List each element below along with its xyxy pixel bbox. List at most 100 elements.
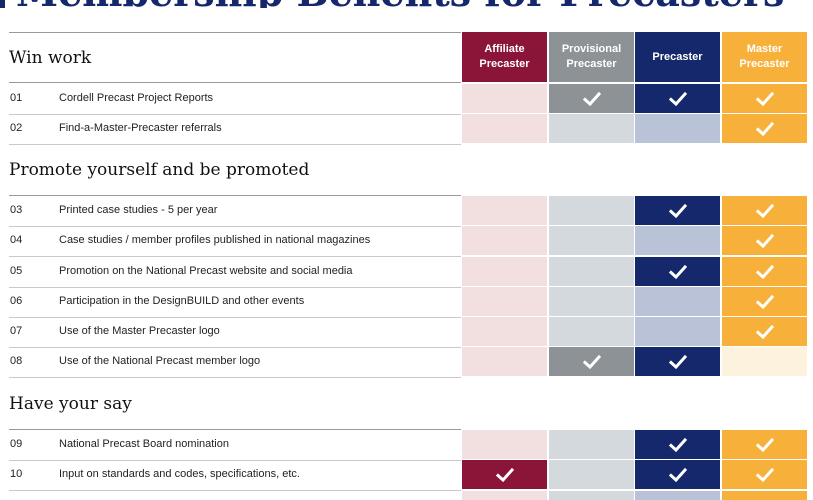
benefit-cell-not-included bbox=[549, 114, 634, 143]
benefit-cell-not-included bbox=[635, 226, 720, 255]
benefit-cell-included bbox=[722, 317, 807, 346]
section-title: Promote yourself and be promoted bbox=[9, 160, 310, 180]
benefit-cell-partial bbox=[635, 491, 720, 500]
row-number: 03 bbox=[10, 204, 23, 216]
benefit-cell-included bbox=[635, 196, 720, 225]
column-header-line2: Precaster bbox=[566, 58, 617, 70]
row-divider bbox=[9, 376, 461, 378]
column-header-line1: Provisional bbox=[561, 43, 622, 55]
row-number: 10 bbox=[10, 468, 23, 480]
row-divider bbox=[9, 286, 461, 288]
column-header-line1: Precaster bbox=[652, 50, 703, 63]
benefit-cell-not-included bbox=[635, 114, 720, 143]
checkmark-icon bbox=[755, 264, 774, 279]
top-rule bbox=[9, 32, 461, 33]
row-number: 06 bbox=[10, 295, 23, 307]
benefit-cell-included bbox=[635, 257, 720, 286]
column-header-2: Precaster bbox=[635, 32, 720, 82]
row-divider bbox=[9, 143, 461, 145]
benefit-cell-not-included bbox=[462, 430, 547, 459]
row-number: 04 bbox=[10, 234, 23, 246]
benefit-cell-not-included bbox=[549, 226, 634, 255]
checkmark-icon bbox=[755, 121, 774, 136]
benefit-cell-not-included bbox=[722, 347, 807, 376]
row-number: 02 bbox=[10, 122, 23, 134]
checkmark-icon bbox=[668, 91, 687, 106]
checkmark-icon bbox=[755, 294, 774, 309]
row-number: 08 bbox=[10, 355, 23, 367]
row-number: 09 bbox=[10, 438, 23, 450]
checkmark-icon bbox=[668, 203, 687, 218]
checkmark-icon bbox=[755, 233, 774, 248]
benefit-label: Use of the Master Precaster logo bbox=[59, 325, 220, 337]
checkmark-icon bbox=[755, 437, 774, 452]
benefit-cell-not-included bbox=[549, 317, 634, 346]
column-header-line2: Precaster bbox=[739, 58, 790, 70]
section-rule bbox=[9, 82, 461, 83]
benefit-cell-partial bbox=[722, 491, 807, 500]
benefit-cell-not-included bbox=[635, 287, 720, 316]
benefit-cell-included bbox=[722, 114, 807, 143]
column-header-3: Master Precaster bbox=[722, 32, 807, 82]
benefit-cell-included bbox=[635, 84, 720, 113]
checkmark-icon bbox=[668, 437, 687, 452]
section-rule bbox=[9, 195, 461, 196]
benefit-label: Participation in the DesignBUILD and oth… bbox=[59, 295, 305, 307]
checkmark-icon bbox=[755, 324, 774, 339]
benefit-cell-included bbox=[722, 460, 807, 489]
benefit-cell-not-included bbox=[549, 257, 634, 286]
column-header-line1: Master bbox=[746, 43, 783, 55]
checkmark-icon bbox=[755, 91, 774, 106]
benefit-cell-not-included bbox=[549, 287, 634, 316]
checkmark-icon bbox=[668, 467, 687, 482]
benefit-label: Input on standards and codes, specificat… bbox=[59, 468, 300, 480]
row-divider bbox=[9, 346, 461, 348]
benefit-cell-partial bbox=[549, 491, 634, 500]
benefit-label: Use of the National Precast member logo bbox=[59, 355, 261, 367]
benefit-cell-included bbox=[635, 460, 720, 489]
benefit-cell-included bbox=[549, 347, 634, 376]
column-header-line2: Precaster bbox=[479, 58, 530, 70]
row-number: 01 bbox=[10, 92, 23, 104]
benefit-label: Promotion on the National Precast websit… bbox=[59, 265, 353, 277]
row-divider bbox=[9, 490, 461, 491]
title-accent-tick bbox=[0, 0, 5, 8]
benefit-cell-included bbox=[635, 430, 720, 459]
benefit-cell-not-included bbox=[462, 114, 547, 143]
benefit-cell-included bbox=[722, 257, 807, 286]
row-divider bbox=[9, 316, 461, 318]
benefit-cell-not-included bbox=[462, 257, 547, 286]
checkmark-icon bbox=[582, 354, 601, 369]
row-divider bbox=[9, 459, 461, 461]
benefit-cell-included bbox=[722, 84, 807, 113]
benefit-label: National Precast Board nomination bbox=[59, 438, 229, 450]
benefit-cell-included bbox=[549, 84, 634, 113]
checkmark-icon bbox=[582, 91, 601, 106]
row-divider bbox=[9, 225, 461, 227]
benefit-label: Cordell Precast Project Reports bbox=[59, 92, 214, 104]
benefit-cell-included bbox=[462, 460, 547, 489]
benefit-cell-not-included bbox=[462, 196, 547, 225]
section-rule bbox=[9, 429, 461, 430]
section-title: Win work bbox=[9, 48, 92, 68]
checkmark-icon bbox=[495, 467, 514, 482]
benefit-label: Case studies / member profiles published… bbox=[59, 234, 371, 246]
benefit-cell-partial bbox=[462, 491, 547, 500]
row-divider bbox=[9, 113, 461, 115]
checkmark-icon bbox=[668, 264, 687, 279]
row-number: 07 bbox=[10, 325, 23, 337]
checkmark-icon bbox=[668, 354, 687, 369]
benefit-cell-not-included bbox=[462, 287, 547, 316]
benefit-cell-not-included bbox=[462, 347, 547, 376]
row-number: 05 bbox=[10, 265, 23, 277]
benefit-cell-not-included bbox=[549, 196, 634, 225]
checkmark-icon bbox=[755, 467, 774, 482]
checkmark-icon bbox=[755, 203, 774, 218]
benefit-cell-not-included bbox=[549, 460, 634, 489]
section-title: Have your say bbox=[9, 394, 132, 414]
benefit-cell-not-included bbox=[462, 84, 547, 113]
benefit-cell-included bbox=[722, 430, 807, 459]
row-divider bbox=[9, 255, 461, 257]
benefit-cell-not-included bbox=[635, 317, 720, 346]
benefit-cell-not-included bbox=[549, 430, 634, 459]
